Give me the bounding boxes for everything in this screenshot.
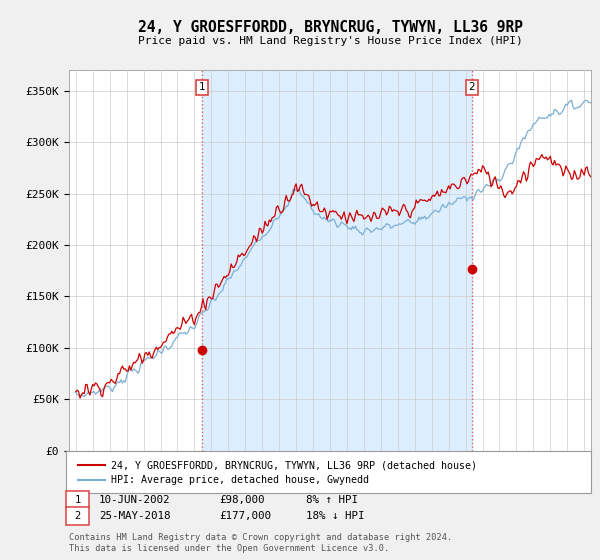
- Text: 2: 2: [469, 82, 475, 92]
- Text: 18% ↓ HPI: 18% ↓ HPI: [306, 511, 365, 521]
- Text: Contains HM Land Registry data © Crown copyright and database right 2024.
This d: Contains HM Land Registry data © Crown c…: [69, 533, 452, 553]
- Text: Price paid vs. HM Land Registry's House Price Index (HPI): Price paid vs. HM Land Registry's House …: [137, 36, 523, 46]
- Text: 24, Y GROESFFORDD, BRYNCRUG, TYWYN, LL36 9RP (detached house): 24, Y GROESFFORDD, BRYNCRUG, TYWYN, LL36…: [111, 460, 477, 470]
- Text: 25-MAY-2018: 25-MAY-2018: [99, 511, 170, 521]
- Text: 24, Y GROESFFORDD, BRYNCRUG, TYWYN, LL36 9RP: 24, Y GROESFFORDD, BRYNCRUG, TYWYN, LL36…: [137, 20, 523, 35]
- Text: £98,000: £98,000: [219, 494, 265, 505]
- Text: 1: 1: [199, 82, 205, 92]
- Text: 10-JUN-2002: 10-JUN-2002: [99, 494, 170, 505]
- Text: HPI: Average price, detached house, Gwynedd: HPI: Average price, detached house, Gwyn…: [111, 475, 369, 485]
- Text: 8% ↑ HPI: 8% ↑ HPI: [306, 494, 358, 505]
- Text: 2: 2: [74, 511, 80, 521]
- Text: 1: 1: [74, 494, 80, 505]
- Text: £177,000: £177,000: [219, 511, 271, 521]
- Bar: [202, 70, 472, 451]
